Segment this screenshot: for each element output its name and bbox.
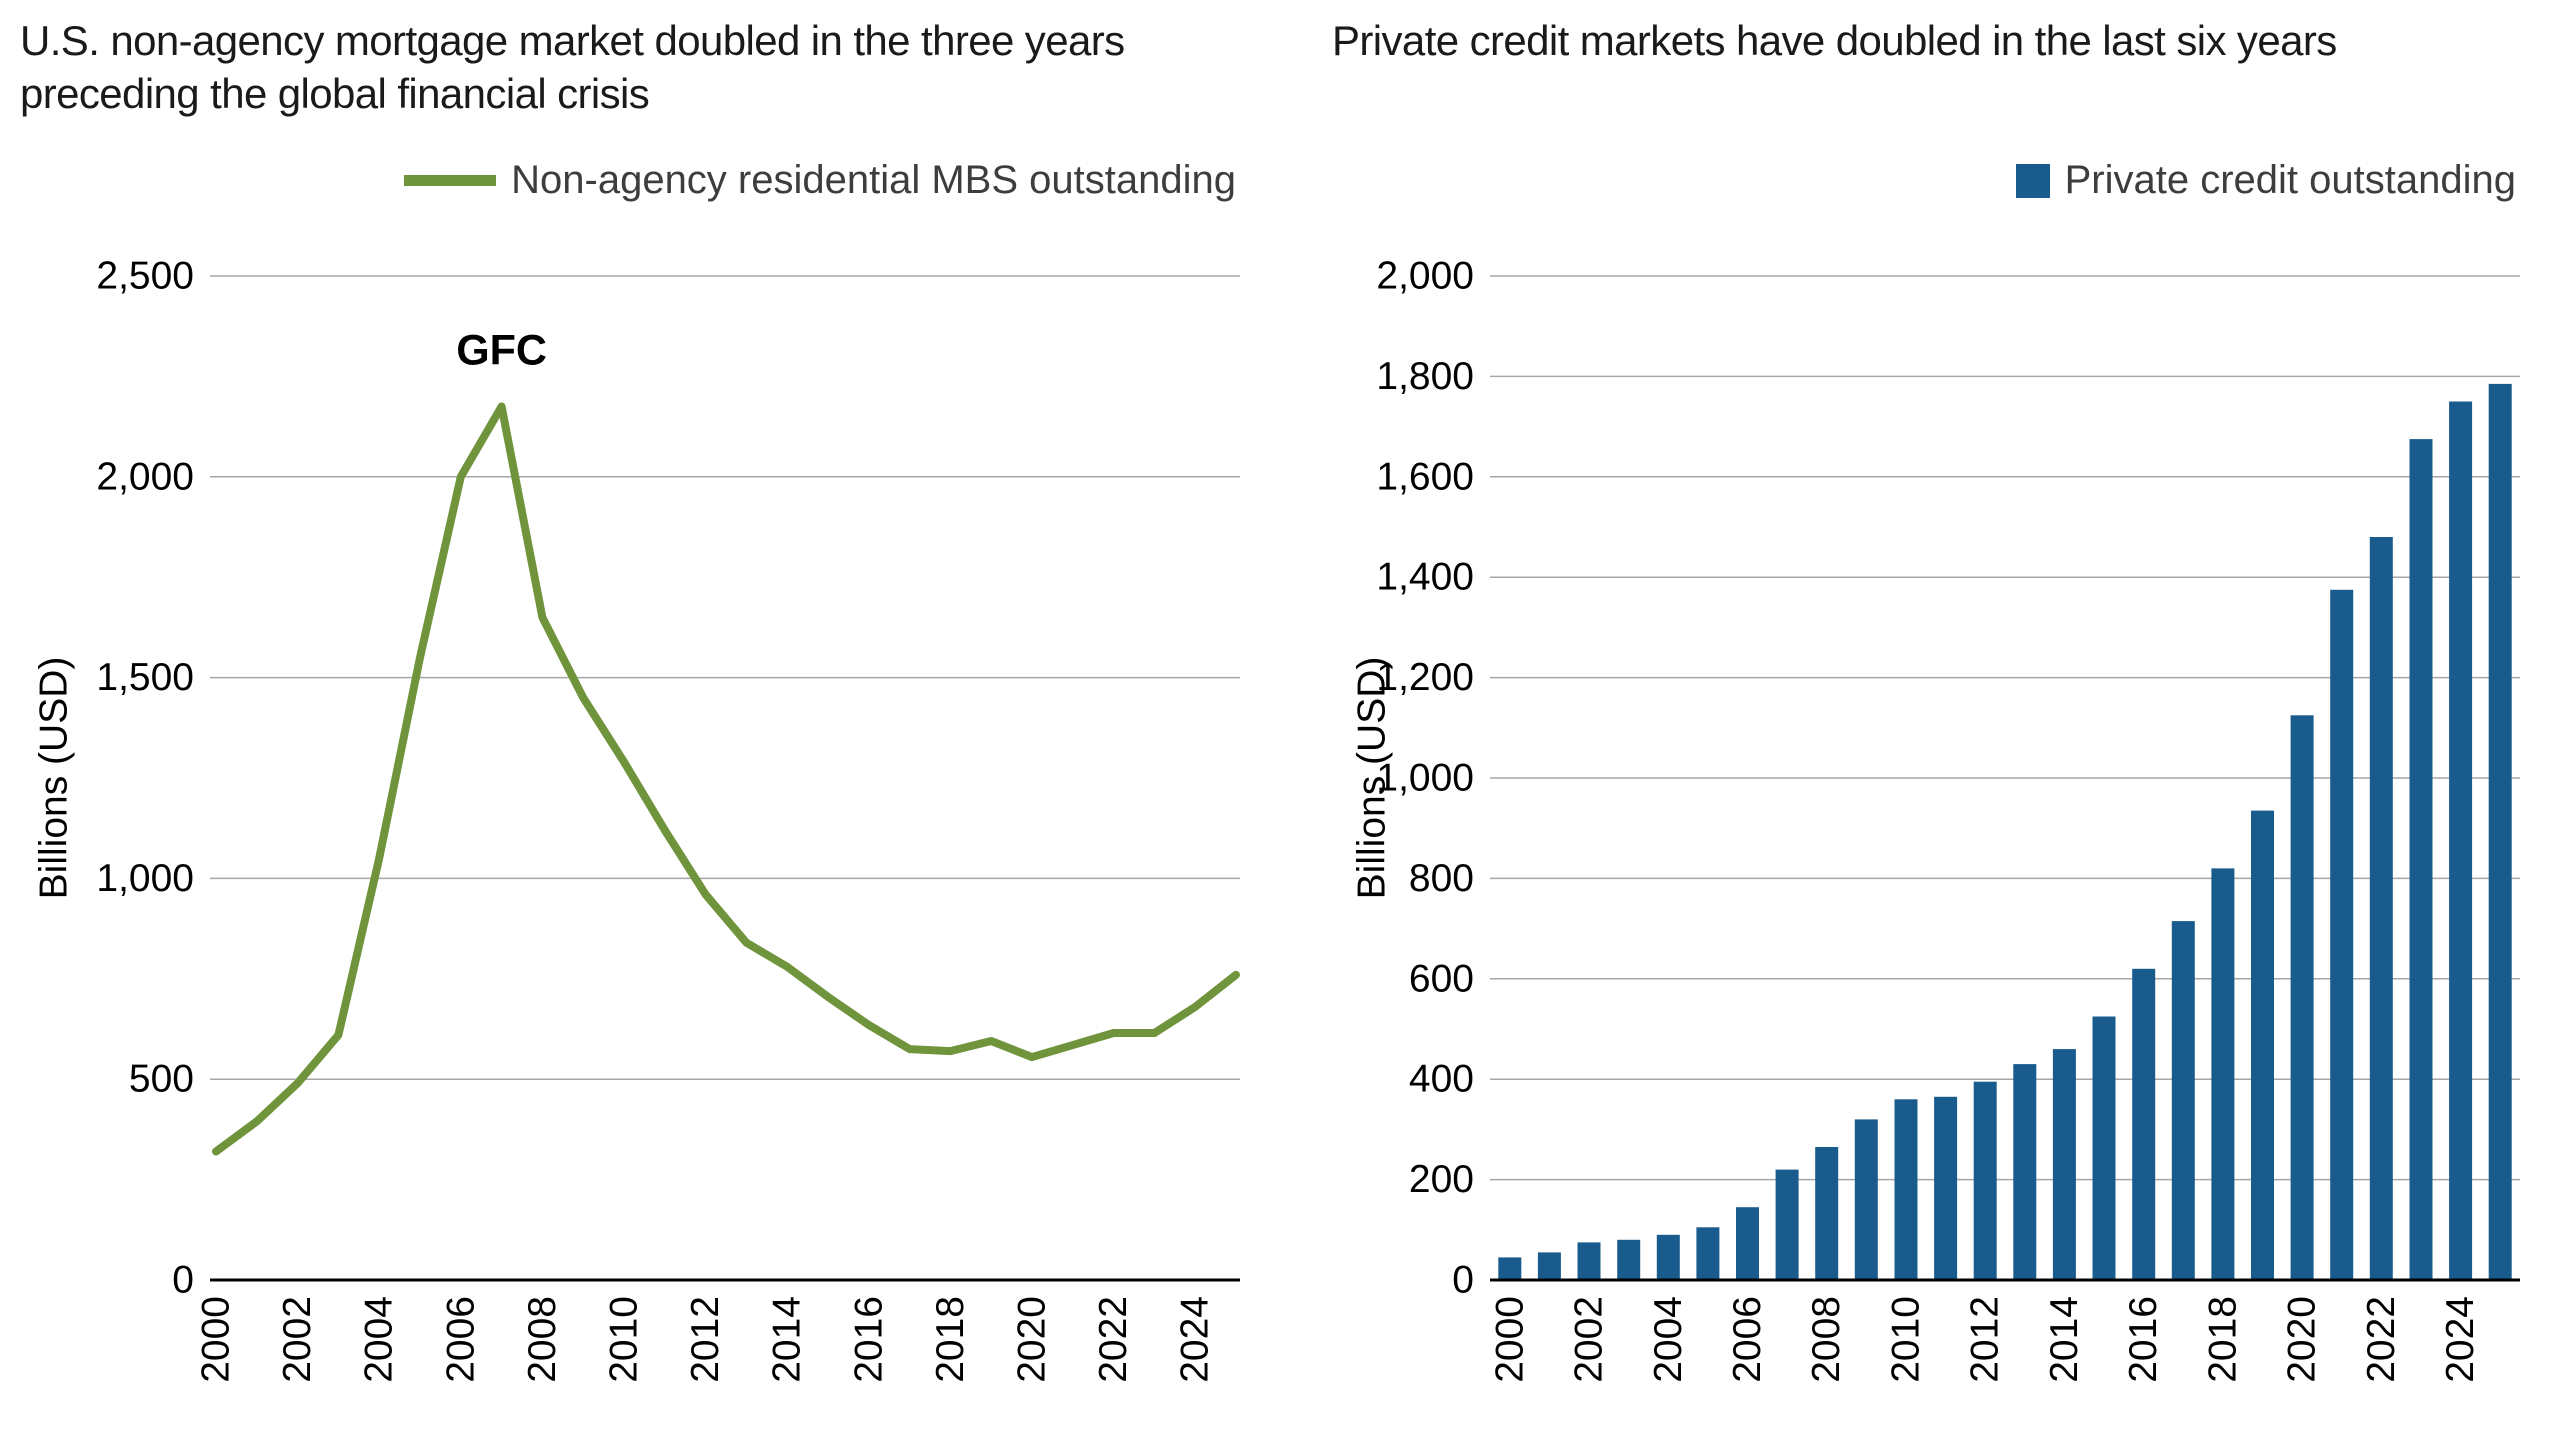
bar-swatch <box>2015 163 2050 198</box>
chart-title-private-credit: Private credit markets have doubled in t… <box>1332 17 2337 64</box>
bar <box>1815 1147 1839 1280</box>
y-tick-label: 1,200 <box>1376 656 1474 699</box>
chart-panel-private-credit: Private credit markets have doubled in t… <box>1280 0 2560 1440</box>
x-tick-label: 2014 <box>766 1296 809 1383</box>
bar <box>2449 401 2473 1280</box>
y-tick-label: 200 <box>1409 1158 1474 1201</box>
bar <box>2132 968 2156 1280</box>
bar <box>1696 1227 1720 1280</box>
bar <box>2052 1049 2076 1280</box>
gfc-annotation: GFC <box>456 327 547 375</box>
line-series <box>212 402 1240 1156</box>
x-tick-label: 2000 <box>1488 1296 1531 1383</box>
bar <box>2290 715 2314 1281</box>
mbs-line-chart: 0 500 1,000 1,500 2,000 2,500 Billions (USD) 20… <box>33 255 1240 1383</box>
y-tick-label: 1,600 <box>1376 455 1474 498</box>
y-tick-label: 600 <box>1409 957 1474 1000</box>
x-tick-label: 2018 <box>2201 1296 2244 1383</box>
y-tick-label: 0 <box>1452 1259 1474 1302</box>
x-tick-label: 2016 <box>847 1296 890 1383</box>
x-tick-label: 2006 <box>1726 1296 1769 1383</box>
legend-mbs: Non-agency residential MBS outstanding <box>404 158 1236 203</box>
bar <box>1775 1169 1799 1280</box>
x-tick-label: 2010 <box>603 1296 646 1383</box>
y-tick-label: 1,500 <box>96 656 194 699</box>
bar <box>1577 1242 1601 1280</box>
legend-label-mbs: Non-agency residential MBS outstanding <box>511 158 1236 202</box>
bar <box>2369 537 2393 1280</box>
x-tick-label: 2012 <box>684 1296 727 1383</box>
y-tick-label: 2,000 <box>1376 255 1474 298</box>
x-tick-label: 2002 <box>1568 1296 1611 1383</box>
y-tick-label: 2,500 <box>96 255 194 298</box>
bar <box>2092 1016 2116 1280</box>
x-tick-label: 2024 <box>1174 1296 1217 1383</box>
chart-title-mbs: U.S. non-agency mortgage market doubled … <box>20 17 1125 118</box>
y-axis-label: Billions (USD) <box>33 657 76 900</box>
x-tick-label: 2000 <box>195 1296 238 1383</box>
x-tick-label: 2012 <box>1964 1296 2007 1383</box>
bar <box>1617 1239 1641 1280</box>
y-tick-label: 1,000 <box>1376 757 1474 800</box>
x-tick-label: 2020 <box>1011 1296 1054 1383</box>
private-credit-bar-chart: 0 200 400 600 800 1,000 1,200 1,400 1,600 1,800 2,… <box>1351 255 2520 1383</box>
x-tick-label: 2024 <box>2439 1296 2482 1383</box>
bar <box>1934 1096 1958 1280</box>
bar <box>2488 383 2512 1280</box>
legend-private-credit: Private credit outstanding <box>2015 158 2516 203</box>
x-tick-label: 2018 <box>929 1296 972 1383</box>
bar <box>1973 1081 1997 1280</box>
y-tick-label: 1,400 <box>1376 556 1474 599</box>
x-tick-label: 2008 <box>521 1296 564 1383</box>
bar <box>1498 1257 1522 1280</box>
bar <box>2251 810 2274 1280</box>
x-tick-label: 2016 <box>2122 1296 2165 1383</box>
x-tick-label: 2020 <box>2281 1296 2324 1383</box>
y-tick-label: 0 <box>172 1259 194 1302</box>
bar <box>2171 921 2195 1280</box>
chart-panel-mbs: U.S. non-agency mortgage market doubled … <box>20 17 1240 1383</box>
bar <box>2409 439 2433 1281</box>
y-tick-label: 500 <box>129 1058 194 1101</box>
y-axis-label: Billions (USD) <box>1351 657 1394 900</box>
x-tick-label: 2004 <box>1647 1296 1690 1383</box>
y-tick-label: 400 <box>1409 1058 1474 1101</box>
bar <box>2211 868 2235 1280</box>
y-tick-label: 1,800 <box>1376 355 1474 398</box>
bar <box>1656 1234 1680 1280</box>
legend-label-private-credit: Private credit outstanding <box>2064 158 2516 202</box>
line-swatch <box>404 175 497 186</box>
x-tick-label: 2022 <box>2360 1296 2403 1383</box>
y-tick-label: 800 <box>1409 857 1474 900</box>
bar <box>1537 1252 1561 1280</box>
bar <box>1854 1119 1878 1280</box>
y-tick-label: 1,000 <box>96 857 194 900</box>
bar <box>2330 589 2354 1281</box>
x-tick-label: 2008 <box>1805 1296 1848 1383</box>
bar <box>1894 1099 1918 1280</box>
y-tick-label: 2,000 <box>96 455 194 498</box>
x-tick-label: 2002 <box>276 1296 319 1383</box>
x-tick-label: 2022 <box>1092 1296 1135 1383</box>
bar <box>1736 1207 1759 1280</box>
x-tick-label: 2010 <box>1885 1296 1928 1383</box>
bar <box>2013 1064 2037 1280</box>
x-tick-label: 2014 <box>2043 1296 2086 1383</box>
x-tick-label: 2006 <box>439 1296 482 1383</box>
x-tick-label: 2004 <box>358 1296 401 1383</box>
